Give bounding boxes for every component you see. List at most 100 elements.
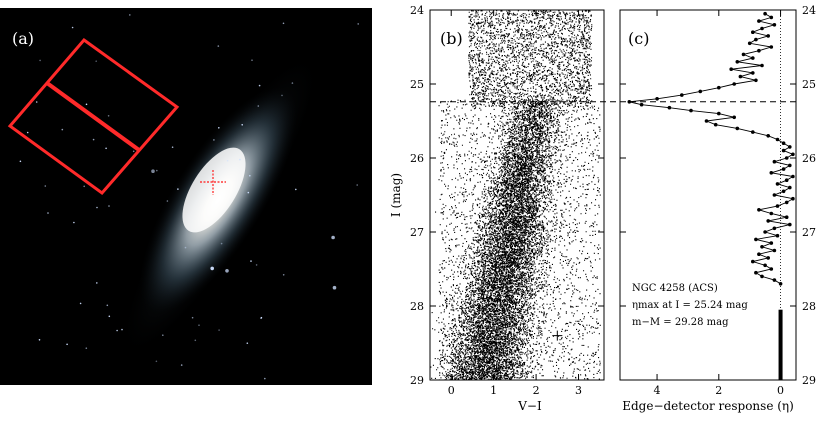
star — [239, 158, 241, 161]
edge-response-point — [763, 230, 767, 234]
edge-response-point — [769, 211, 774, 216]
star — [264, 377, 266, 380]
y-tick-label-right: 29 — [802, 374, 816, 387]
star — [95, 60, 97, 62]
star — [108, 205, 110, 207]
panel-b-axes: 24 25 26 27 28 29 0 1 2 3 — [410, 4, 604, 397]
star — [66, 343, 68, 346]
star — [85, 347, 88, 350]
edge-response-point — [788, 222, 792, 227]
star — [121, 328, 123, 331]
edge-response-point — [769, 15, 774, 20]
star — [282, 274, 285, 276]
star — [166, 200, 169, 202]
panel-b: 24 25 26 27 28 29 0 1 2 3 (b) V−I I (mag) — [389, 4, 605, 413]
edge-response-point — [784, 200, 789, 205]
edge-response-point — [655, 97, 659, 101]
edge-response-point — [788, 163, 792, 168]
edge-response-point — [735, 126, 740, 131]
galaxy-bulge — [182, 147, 246, 233]
y-tick-label: 27 — [410, 226, 424, 239]
bottom-bar — [778, 309, 783, 380]
edge-response-point — [760, 63, 764, 68]
y-tick-label-right: 25 — [802, 78, 816, 91]
edge-response-point — [791, 196, 795, 201]
star — [191, 316, 194, 319]
annotation-line-2: ηmax at I = 25.24 mag — [632, 300, 748, 311]
cmd-points — [430, 10, 601, 380]
edge-response-point — [775, 182, 780, 186]
edge-response-point — [757, 252, 761, 256]
edge-response-point — [784, 156, 789, 160]
y-tick-label-right: 26 — [802, 152, 816, 165]
star — [177, 188, 179, 190]
edge-response-point — [784, 178, 789, 182]
edge-response-point — [781, 189, 786, 194]
y-tick-label: 25 — [410, 78, 424, 91]
star — [255, 264, 258, 266]
star — [258, 84, 261, 87]
star — [155, 360, 158, 363]
cmd-star-cloud — [430, 10, 601, 380]
edge-response-point — [732, 115, 736, 120]
star — [96, 206, 98, 209]
star — [295, 188, 297, 191]
edge-response-point — [741, 52, 746, 57]
star — [226, 159, 229, 162]
star — [213, 139, 215, 141]
edge-response-point — [763, 11, 767, 16]
star — [44, 185, 47, 187]
edge-response-point — [769, 241, 774, 245]
star — [247, 191, 250, 194]
edge-response-point — [781, 141, 786, 145]
edge-response-point — [667, 105, 672, 110]
x-tick-label-c: 4 — [654, 384, 661, 397]
star — [331, 235, 335, 240]
star — [39, 59, 41, 62]
edge-response-point — [754, 270, 758, 275]
edge-response-point — [735, 60, 740, 64]
x-tick-label-c: 2 — [715, 384, 722, 397]
star — [198, 324, 200, 327]
edge-response-point — [766, 34, 770, 38]
edge-response-point — [689, 108, 693, 113]
edge-response-point — [778, 282, 783, 286]
star — [35, 101, 38, 103]
star — [246, 342, 249, 345]
star — [61, 128, 64, 131]
y-tick-label: 24 — [410, 4, 424, 17]
edge-response-point — [766, 256, 770, 260]
edge-response-point — [751, 56, 755, 60]
star — [47, 212, 49, 214]
edge-response-point — [766, 219, 770, 223]
star — [257, 105, 260, 107]
star — [225, 269, 229, 273]
star — [26, 131, 29, 134]
star — [116, 329, 118, 332]
panel-c-frame — [619, 9, 797, 381]
edge-response-point — [784, 215, 789, 219]
panel-c: 24 25 26 27 28 29 4 2 0 (c) Edge−detector respon… — [619, 4, 816, 413]
edge-response-point — [760, 26, 764, 31]
edge-response-point — [754, 37, 758, 42]
panel-a-label: (a) — [12, 29, 34, 48]
star — [71, 26, 74, 29]
edge-response-point — [713, 122, 718, 127]
star — [184, 246, 187, 249]
edge-response-plot — [627, 10, 795, 380]
star — [38, 339, 41, 341]
edge-response-point — [769, 267, 774, 271]
star — [210, 266, 214, 271]
star — [162, 334, 164, 337]
edge-response-point — [751, 130, 755, 134]
edge-response-point — [754, 237, 758, 242]
star — [132, 150, 135, 153]
edge-response-point — [729, 67, 733, 71]
edge-response-point — [781, 167, 786, 171]
edge-response-line — [629, 13, 795, 285]
y-tick-label: 28 — [410, 300, 424, 313]
panel-c-label: (c) — [628, 29, 649, 48]
y-tick-label: 26 — [410, 152, 424, 165]
edge-response-point — [747, 41, 752, 46]
